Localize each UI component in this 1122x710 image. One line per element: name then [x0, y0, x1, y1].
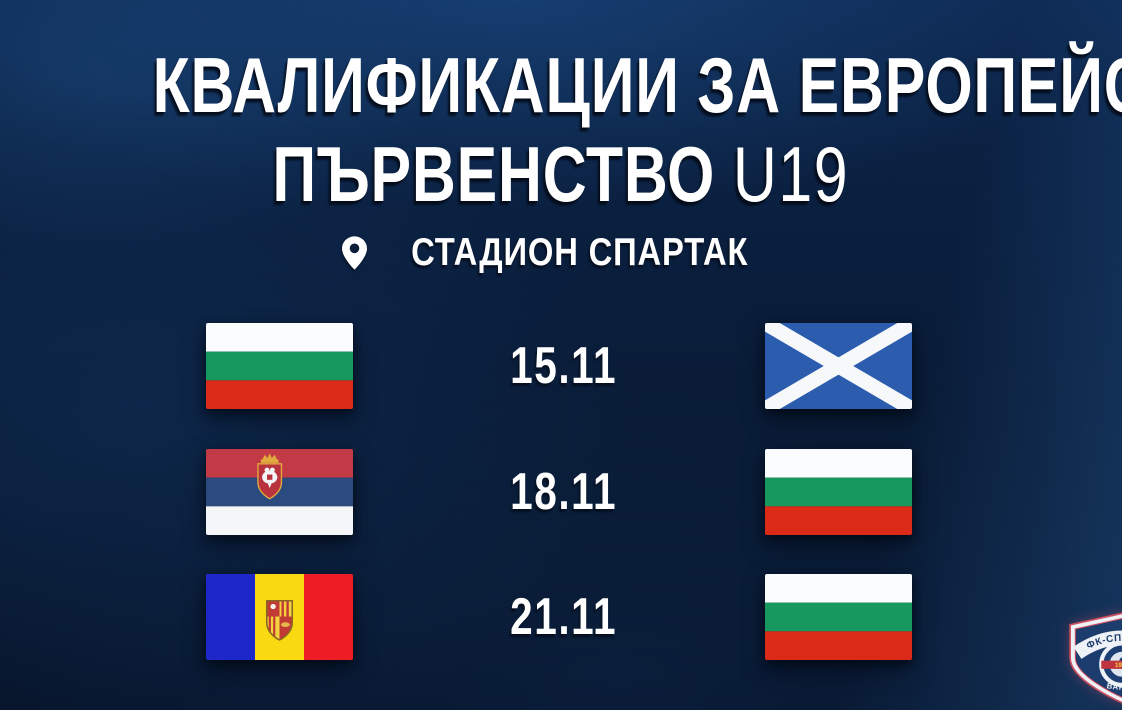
- serbia-coat-of-arms-icon: [257, 453, 283, 500]
- spartak-varna-badge-icon: ФК-СПАРТАК 1918 ВАРНА: [1069, 612, 1122, 704]
- age-group-label: U19: [733, 129, 850, 218]
- map-pin-icon: [341, 236, 367, 270]
- venue-label: СТАДИОН СПАРТАК: [410, 231, 749, 274]
- bulgaria-flag-icon: [765, 449, 912, 535]
- page-title: КВАЛИФИКАЦИИ ЗА ЕВРОПЕЙСКО ПЪРВЕНСТВО U1…: [0, 44, 1122, 215]
- badge-year: 1918: [1115, 662, 1122, 669]
- bulgaria-flag-icon: [206, 323, 353, 409]
- badge-city: ВАРНА: [1106, 681, 1122, 691]
- match-date: 18.11: [510, 463, 618, 521]
- match-row: 15.11: [0, 323, 1122, 409]
- bulgaria-flag-icon: [765, 574, 912, 660]
- svg-text:ВАРНА: ВАРНА: [1106, 681, 1122, 691]
- title-line-1: КВАЛИФИКАЦИИ ЗА ЕВРОПЕЙСКО: [152, 41, 1122, 129]
- venue-row: СТАДИОН СПАРТАК: [0, 231, 1122, 275]
- scotland-flag-icon: [765, 323, 912, 409]
- andorra-flag-icon: [206, 574, 353, 660]
- title-line-2: ПЪРВЕНСТВО U19: [0, 129, 1122, 218]
- serbia-flag-icon: [206, 449, 353, 535]
- match-date: 21.11: [510, 588, 618, 646]
- andorra-coat-of-arms-icon: [265, 599, 294, 641]
- title-line-2-text: ПЪРВЕНСТВО: [272, 129, 716, 218]
- match-row: 18.11: [0, 449, 1122, 535]
- match-date: 15.11: [510, 337, 618, 395]
- match-row: 21.11: [0, 574, 1122, 660]
